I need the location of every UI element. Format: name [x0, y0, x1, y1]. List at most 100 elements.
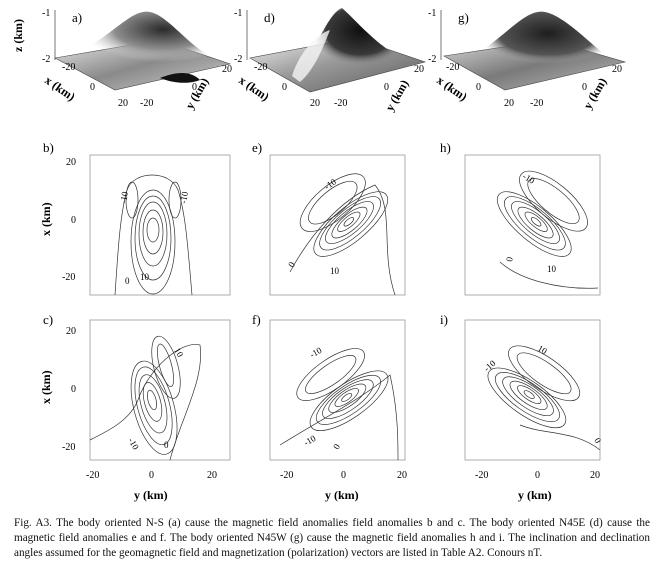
contour-label: 10	[172, 346, 185, 359]
surface-panel-a: a) z (km) -1 -2 x (km) y (km) -20 0 20 -…	[11, 8, 232, 112]
contour-label: -10	[482, 358, 498, 374]
surface-peak	[75, 11, 222, 71]
x-tick: 20	[504, 98, 514, 109]
contour-label: -10	[118, 190, 130, 204]
y-tick: 20	[612, 64, 622, 75]
contour-label: -10	[322, 176, 338, 191]
panel-label: f)	[252, 312, 261, 327]
y-axis-label: y (km)	[580, 75, 609, 111]
contour-label: 0	[286, 260, 297, 269]
contour-label: -10	[308, 345, 324, 360]
tick-label: -20	[475, 470, 488, 481]
contour-lines	[496, 170, 588, 257]
panel-label: a)	[72, 10, 82, 25]
tick-label: 0	[149, 470, 154, 481]
contour-lines	[299, 173, 389, 257]
y-axis-label: y (km)	[518, 488, 552, 502]
contour-lines	[487, 345, 581, 429]
contour-label: 10	[547, 264, 557, 274]
z-tick: -1	[42, 8, 50, 19]
z-tick: -1	[234, 8, 242, 19]
contour-lines	[114, 174, 193, 296]
panel-label: d)	[264, 10, 275, 25]
x-axis-label: x (km)	[39, 202, 53, 236]
y-tick: 0	[582, 82, 587, 93]
contour-label: -10	[126, 436, 141, 452]
contour-label: -10	[178, 190, 190, 204]
contour-panel-e: e) -10 0 10	[252, 140, 406, 296]
z-axis-label: z (km)	[11, 19, 25, 52]
panel-label: h)	[440, 140, 451, 155]
tick-label: 20	[590, 470, 600, 481]
x-tick: 20	[118, 98, 128, 109]
x-axis-label: x (km)	[434, 73, 470, 104]
y-tick: 0	[384, 82, 389, 93]
y-axis-label: y (km)	[134, 488, 168, 502]
tick-label: -20	[86, 470, 99, 481]
surface-peak	[470, 11, 612, 74]
panel-label: b)	[43, 140, 54, 155]
contour-panel-i: i) -10 10 0	[440, 312, 603, 461]
tick-label: 0	[71, 384, 76, 395]
contour-panel-h: h) -10 0 10	[440, 140, 601, 296]
panel-label: i)	[440, 312, 448, 327]
tick-label: 20	[66, 326, 76, 337]
contour-label: 0	[592, 436, 603, 445]
x-tick: -20	[446, 62, 459, 73]
z-tick: -2	[234, 54, 242, 65]
y-axis-bottom-col2: -20 0 20 y (km)	[280, 470, 407, 502]
tick-label: 0	[341, 470, 346, 481]
x-tick: -20	[62, 62, 75, 73]
contour-label: 0	[504, 256, 515, 263]
y-axis-bottom-col3: -20 0 20 y (km)	[475, 470, 600, 502]
contour-lines	[296, 348, 389, 431]
y-tick: 20	[222, 64, 232, 75]
x-tick: -20	[254, 62, 267, 73]
y-axis-label: y (km)	[325, 488, 359, 502]
contour-label: 10	[536, 343, 549, 356]
surface-panel-g: g) -1 -2 x (km) y (km) -20 0 20 -20 0 20	[428, 8, 627, 112]
z-tick: -2	[428, 54, 436, 65]
contour-label: 0	[331, 442, 342, 451]
x-tick: 0	[282, 82, 287, 93]
x-tick: 0	[90, 82, 95, 93]
y-tick: -20	[140, 98, 153, 109]
contour-label: 0	[125, 276, 130, 286]
tick-label: -20	[62, 442, 75, 453]
contour-label: 10	[330, 266, 340, 276]
y-tick: 0	[192, 82, 197, 93]
figure-caption: Fig. A3. The body oriented N-S (a) cause…	[14, 517, 650, 559]
tick-label: 20	[207, 470, 217, 481]
contour-panel-f: f) -10 -10 0	[252, 312, 406, 461]
x-axis-left-row1: x (km) 20 0 -20	[39, 157, 76, 283]
contour-label: 0	[164, 440, 169, 450]
tick-label: -20	[62, 272, 75, 283]
tick-label: 0	[535, 470, 540, 481]
x-axis-left-row2: x (km) 20 0 -20	[39, 326, 76, 453]
y-tick: 20	[414, 64, 424, 75]
panel-label: g)	[458, 10, 469, 25]
z-tick: -1	[428, 8, 436, 19]
x-axis-label: x (km)	[39, 370, 53, 404]
contour-panel-b: b) -10 -10 0 10	[43, 140, 231, 296]
contour-label: 10	[140, 272, 150, 282]
panel-label: c)	[43, 312, 53, 327]
tick-label: 20	[66, 157, 76, 168]
x-axis-label: x (km)	[236, 73, 272, 104]
surface-panel-d: d) -1 -2 x (km) y (km) -20 0 20 -20 0 20	[234, 8, 427, 114]
x-tick: 0	[476, 82, 481, 93]
contour-label: -10	[302, 433, 318, 448]
tick-label: 20	[397, 470, 407, 481]
y-axis-bottom-col1: -20 0 20 y (km)	[86, 470, 217, 502]
y-tick: -20	[334, 98, 347, 109]
x-tick: 20	[310, 98, 320, 109]
contour-label: -10	[521, 171, 537, 186]
z-tick: -2	[42, 54, 50, 65]
panel-label: e)	[252, 140, 262, 155]
tick-label: -20	[280, 470, 293, 481]
x-axis-label: x (km)	[42, 73, 78, 104]
surface-peak	[300, 8, 410, 84]
tick-label: 0	[71, 215, 76, 226]
y-tick: -20	[530, 98, 543, 109]
